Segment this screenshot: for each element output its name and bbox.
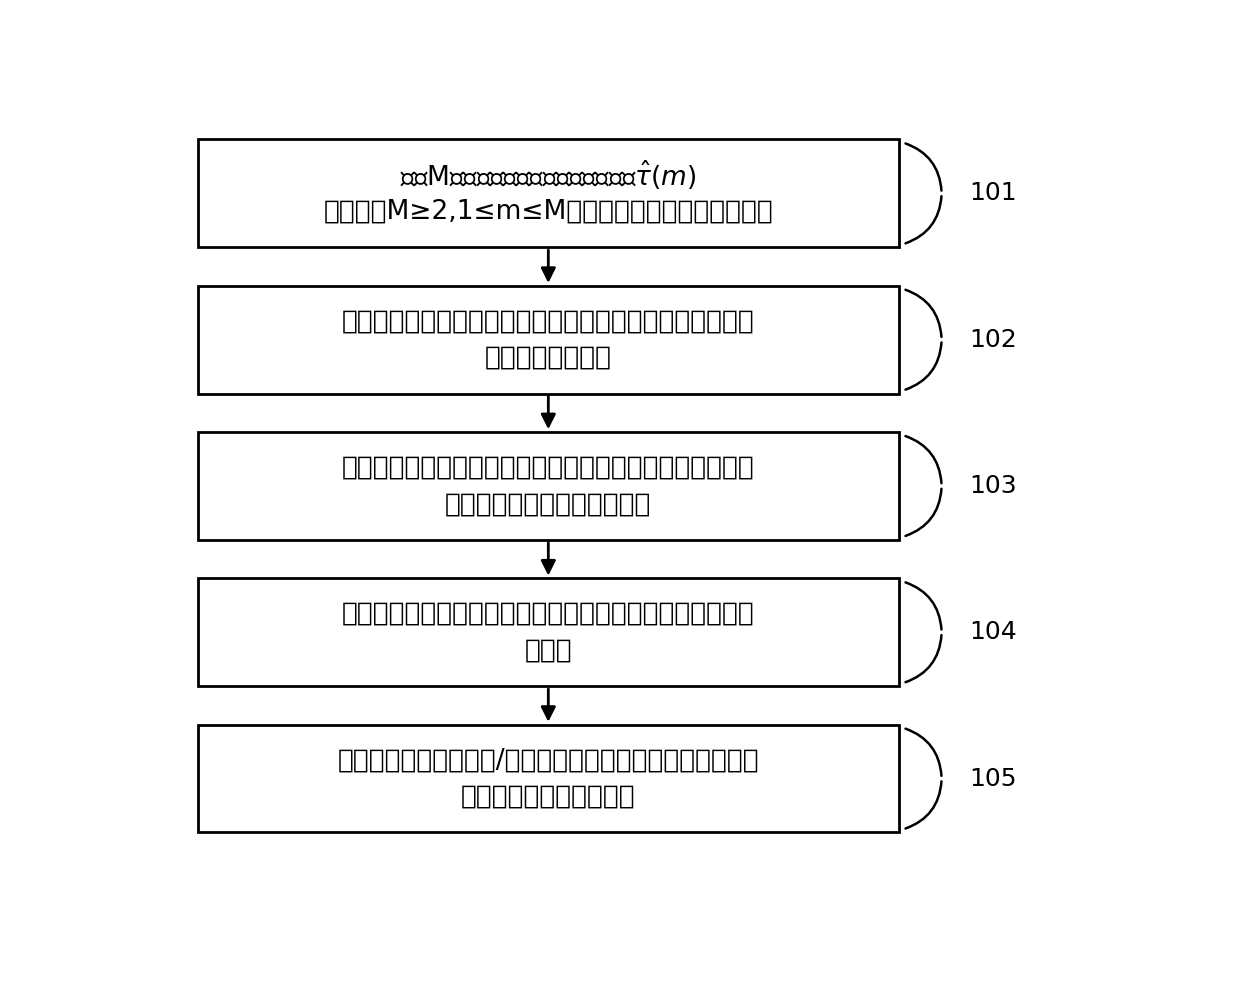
- Text: 根据所述变换水平角和所述时延估计按照第一公式计算估计: 根据所述变换水平角和所述时延估计按照第一公式计算估计: [342, 601, 755, 627]
- Text: 101: 101: [968, 181, 1017, 205]
- FancyBboxPatch shape: [197, 432, 899, 540]
- FancyBboxPatch shape: [197, 286, 899, 394]
- Text: 根据所述估计水平角和/或时延估计最大的一组麦克风的估计: 根据所述估计水平角和/或时延估计最大的一组麦克风的估计: [337, 747, 759, 774]
- Text: 坐标系，得到坐标变换水平角: 坐标系，得到坐标变换水平角: [445, 491, 651, 517]
- FancyBboxPatch shape: [197, 724, 899, 833]
- Text: ，其中，M≥2,1≤m≤M，每组麦克风包括两个麦克风: ，其中，M≥2,1≤m≤M，每组麦克风包括两个麦克风: [324, 198, 774, 224]
- Text: 102: 102: [968, 328, 1017, 352]
- Text: 克风的相对水平角: 克风的相对水平角: [485, 345, 611, 371]
- Text: 水平角计算声源的俧仰角: 水平角计算声源的俧仰角: [461, 784, 636, 810]
- FancyBboxPatch shape: [197, 139, 899, 247]
- Text: 获取M组麦克风每组麦克风的时延估计$\hat{\tau}(m)$: 获取M组麦克风每组麦克风的时延估计$\hat{\tau}(m)$: [401, 158, 697, 191]
- Text: 水平角: 水平角: [525, 637, 572, 663]
- Text: 105: 105: [968, 767, 1017, 791]
- Text: 根据所述每组麦克风的时延估计分别计算声源相对于每组麦: 根据所述每组麦克风的时延估计分别计算声源相对于每组麦: [342, 309, 755, 335]
- Text: 103: 103: [968, 474, 1017, 498]
- FancyBboxPatch shape: [197, 578, 899, 686]
- Text: 将所述每组麦克风的相对水平角进行坐标变换，变换到预设: 将所述每组麦克风的相对水平角进行坐标变换，变换到预设: [342, 455, 755, 481]
- Text: 104: 104: [968, 620, 1017, 644]
